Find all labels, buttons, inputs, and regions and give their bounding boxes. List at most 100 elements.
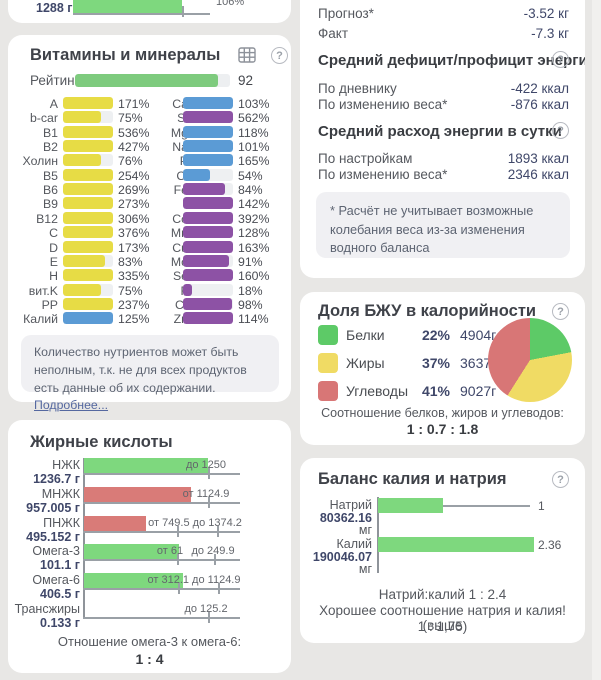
stat-value: -422 ккал [510,81,569,96]
help-icon[interactable]: ? [552,122,569,139]
fatty-row-label: Омега-3 101.1 г [32,544,80,572]
table-icon[interactable] [238,47,256,63]
range-annotation: до 1250 [185,459,227,471]
nutrient-percent: 254% [118,169,150,183]
help-icon[interactable]: ? [552,471,569,488]
nutrient-bar [183,97,233,109]
nutrient-label: Cr [175,298,188,312]
nutrient-row: B9 273% [8,197,291,211]
nutrient-percent: 128% [238,226,270,240]
nutrient-bar [183,140,233,152]
nutrient-label: B5 [42,169,58,183]
page-edge [592,0,601,680]
chart-tick [218,583,220,594]
nutrient-bar [183,183,233,195]
fatty-bar [84,544,179,559]
legend-label: Белки [346,327,385,343]
nutrient-label: Fe [173,183,188,197]
nutrient-row: Cu 163% [8,241,291,255]
rating-label: Рейтинг [30,73,80,88]
balance-bar [378,537,534,552]
fatty-bar [84,573,183,588]
chart-axis [83,458,85,619]
help-icon[interactable]: ? [552,51,569,68]
nutrient-label: Cl [138,169,188,183]
chart-tick [214,554,216,565]
nutrient-bar [63,212,113,224]
balance-mark: 2.36 [538,538,562,552]
energy-note: * Расчёт не учитывает возможные колебани… [316,192,570,258]
nutrient-percent: 101% [238,140,270,154]
mini-chart-baseline [73,13,210,15]
fatty-row-label: ПНЖК 495.152 г [26,516,80,544]
legend-percent: 37% [421,355,450,371]
nutrient-percent: 273% [118,197,150,211]
nutrient-percent: 165% [238,154,270,168]
nutrient-row: I 142% [8,197,291,211]
nutrient-row: B5 254% [8,169,291,183]
nutrient-label: A [49,97,58,111]
nutrient-label: вит.K [28,284,58,298]
nutrient-percent: 427% [118,140,150,154]
nutrient-row: Калий 125% [8,312,291,326]
nutrient-bar [183,312,233,324]
nutrient-bar [63,226,113,238]
range-annotation: от 1124.9 [182,488,230,500]
range-annotation: от 61 [156,545,184,557]
fatty-bar [84,516,146,531]
mini-chart-bar [73,0,182,13]
bju-ratio-label: Соотношение белков, жиров и углеводов: [321,406,564,420]
nutrient-percent: 376% [118,226,150,240]
stat-row: Факт -7.3 кг [318,26,569,42]
panel-bju: Доля БЖУ в калорийности ? Белки 22% 4904г … [300,292,585,445]
nutrient-bar [183,269,233,281]
panel-fatty-acids: Жирные кислоты НЖК 1236.7 г до 1250 МНЖК 9… [8,420,291,673]
mini-chart-value: 1288 г [36,1,73,15]
stat-label: По изменению веса* [318,167,448,182]
nutrient-label: B1 [42,126,58,140]
nutrient-label: H [49,269,58,283]
nutrient-label: Mo [170,255,188,269]
nutrient-row: Zn 114% [8,312,291,326]
section-header: Средний расход энергии в сутки [318,123,562,140]
nutrient-bar [63,97,113,109]
nutrient-bar [63,298,113,310]
range-annotation: от 312.1 до 1124.9 [147,574,241,586]
help-icon[interactable]: ? [271,47,288,64]
help-icon[interactable]: ? [552,303,569,320]
nutrient-bar [183,298,233,310]
nutrient-row: P 165% [8,154,291,168]
balance-mark: 1 [538,499,545,513]
vitamins-title: Витамины и минералы [30,46,221,64]
chart-baseline [83,559,240,561]
nutrient-label: C [49,226,58,240]
chart-tick [208,612,210,623]
chart-baseline [83,473,240,475]
nutrient-bar [183,226,233,238]
nutrient-row: Fe 84% [8,183,291,197]
nutrient-percent: 171% [118,97,150,111]
vitamins-note: Количество нутриентов может быть неполны… [21,335,279,412]
stat-value: 1893 ккал [507,151,569,166]
nutrient-percent: 392% [238,212,270,226]
nutrient-row: C 376% [8,226,291,240]
nutrient-bar [63,183,113,195]
nutrient-percent: 173% [118,241,150,255]
nutrient-row: B12 306% [8,212,291,226]
fatty-row-label: Омега-6 406.5 г [32,573,80,601]
chart-axis [377,497,379,573]
nutrient-row: H 335% [8,269,291,283]
more-link[interactable]: Подробнее... [34,398,109,413]
rating-bar [75,74,230,87]
chart-baseline [83,617,240,619]
nutrient-label: Co [172,212,188,226]
nutrient-bar [63,255,113,267]
nutrient-row: F 18% [8,284,291,298]
legend-swatch [318,381,338,401]
nutrient-bar [63,269,113,281]
nutrient-bar [63,197,113,209]
nutrient-percent: 91% [238,255,263,269]
nutrient-label: Холин [22,154,58,168]
stat-label: По дневнику [318,81,397,96]
bju-ratio-value: 1 : 0.7 : 1.8 [406,421,479,437]
